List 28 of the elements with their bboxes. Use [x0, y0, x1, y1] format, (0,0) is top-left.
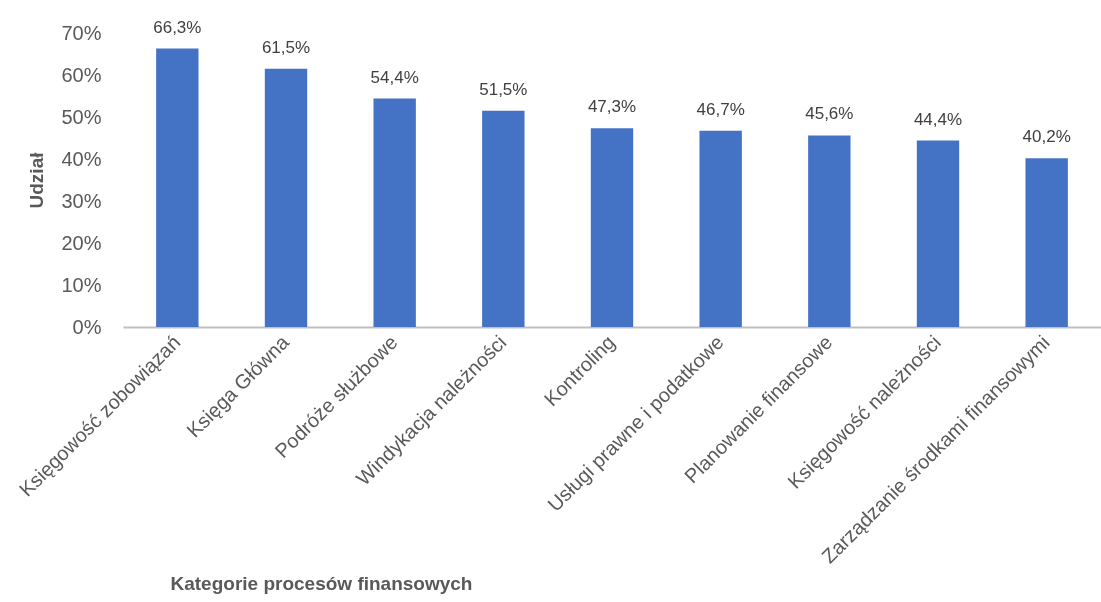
- bar: [808, 135, 851, 327]
- data-label: 47,3%: [587, 97, 637, 117]
- data-label: 46,7%: [696, 99, 745, 119]
- data-label: 51,5%: [479, 79, 528, 99]
- data-label: 44,4%: [913, 109, 963, 129]
- data-label: 54,4%: [370, 67, 419, 87]
- bar: [373, 98, 416, 327]
- bar: [699, 130, 742, 327]
- y-axis-title: Udział: [26, 151, 48, 209]
- x-axis-title: Kategorie procesów finansowych: [170, 572, 473, 594]
- data-label: 40,2%: [1022, 127, 1071, 147]
- data-label: 45,6%: [805, 104, 854, 124]
- data-label: 66,3%: [153, 17, 202, 37]
- bar: [916, 140, 960, 327]
- bar: [482, 110, 525, 327]
- y-tick-label: 70%: [61, 21, 102, 44]
- y-tick-label: 30%: [61, 189, 102, 212]
- y-tick-label: 40%: [61, 147, 102, 170]
- y-tick-label: 20%: [61, 231, 102, 254]
- y-tick-label: 50%: [61, 105, 102, 128]
- y-tick-label: 10%: [61, 273, 102, 296]
- bar: [590, 128, 634, 327]
- bar: [156, 48, 199, 327]
- y-tick-label: 60%: [61, 63, 102, 86]
- data-label: 61,5%: [261, 37, 311, 57]
- y-tick-label: 0%: [72, 315, 102, 338]
- bar: [1025, 158, 1068, 327]
- bar: [264, 68, 308, 327]
